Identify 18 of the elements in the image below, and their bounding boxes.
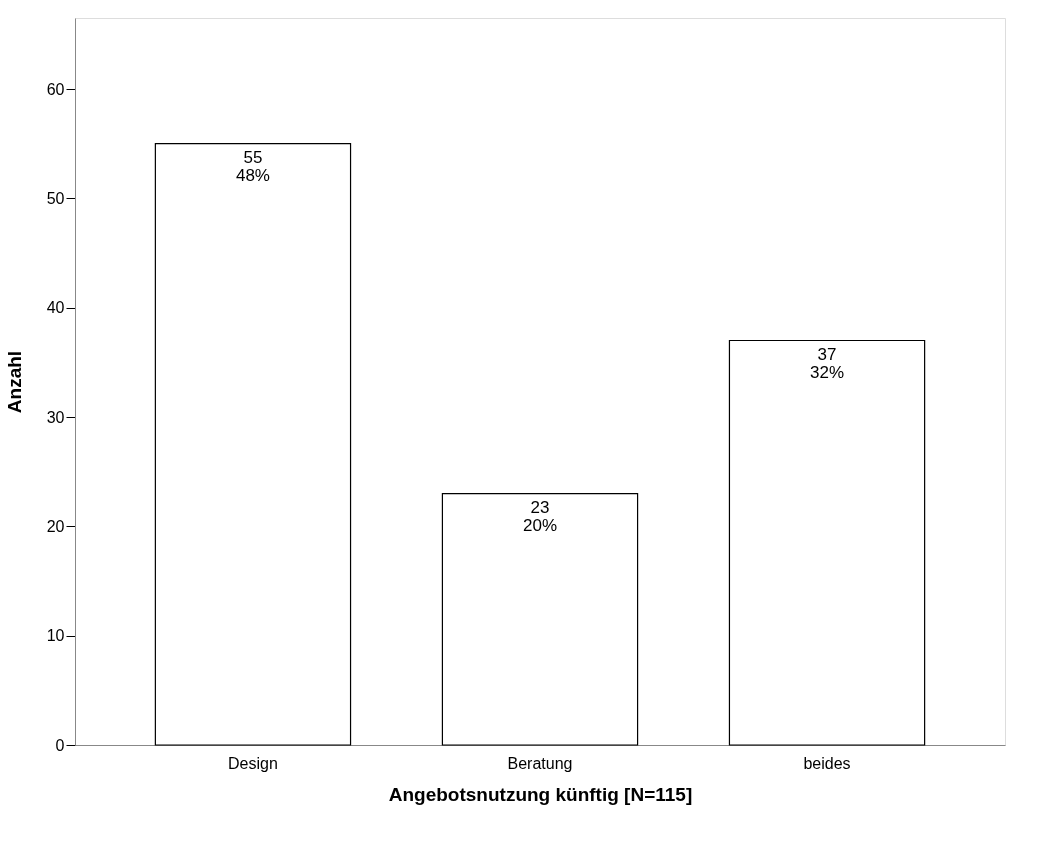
y-tick-label: 30 — [46, 408, 65, 426]
y-tick-label: 20 — [46, 517, 65, 535]
x-tick-label: beides — [803, 754, 851, 772]
y-tick-label: 0 — [55, 736, 65, 754]
y-tick-label: 50 — [46, 189, 65, 207]
bar — [441, 492, 639, 746]
data-label: 23 20% — [522, 497, 558, 535]
y-tick-label: 40 — [46, 299, 65, 317]
y-axis-title: Anzahl — [3, 350, 25, 414]
x-tick-label: Design — [228, 754, 278, 772]
bar — [154, 143, 352, 746]
data-label: 55 48% — [235, 147, 270, 185]
bar — [728, 339, 926, 746]
y-tick-label: 60 — [46, 80, 65, 98]
x-tick-label: Beratung — [507, 754, 573, 772]
data-label: 37 32% — [810, 344, 845, 382]
y-tick-label: 10 — [46, 627, 65, 645]
x-axis-title: Angebotsnutzung künftig [N=115] — [388, 783, 693, 805]
